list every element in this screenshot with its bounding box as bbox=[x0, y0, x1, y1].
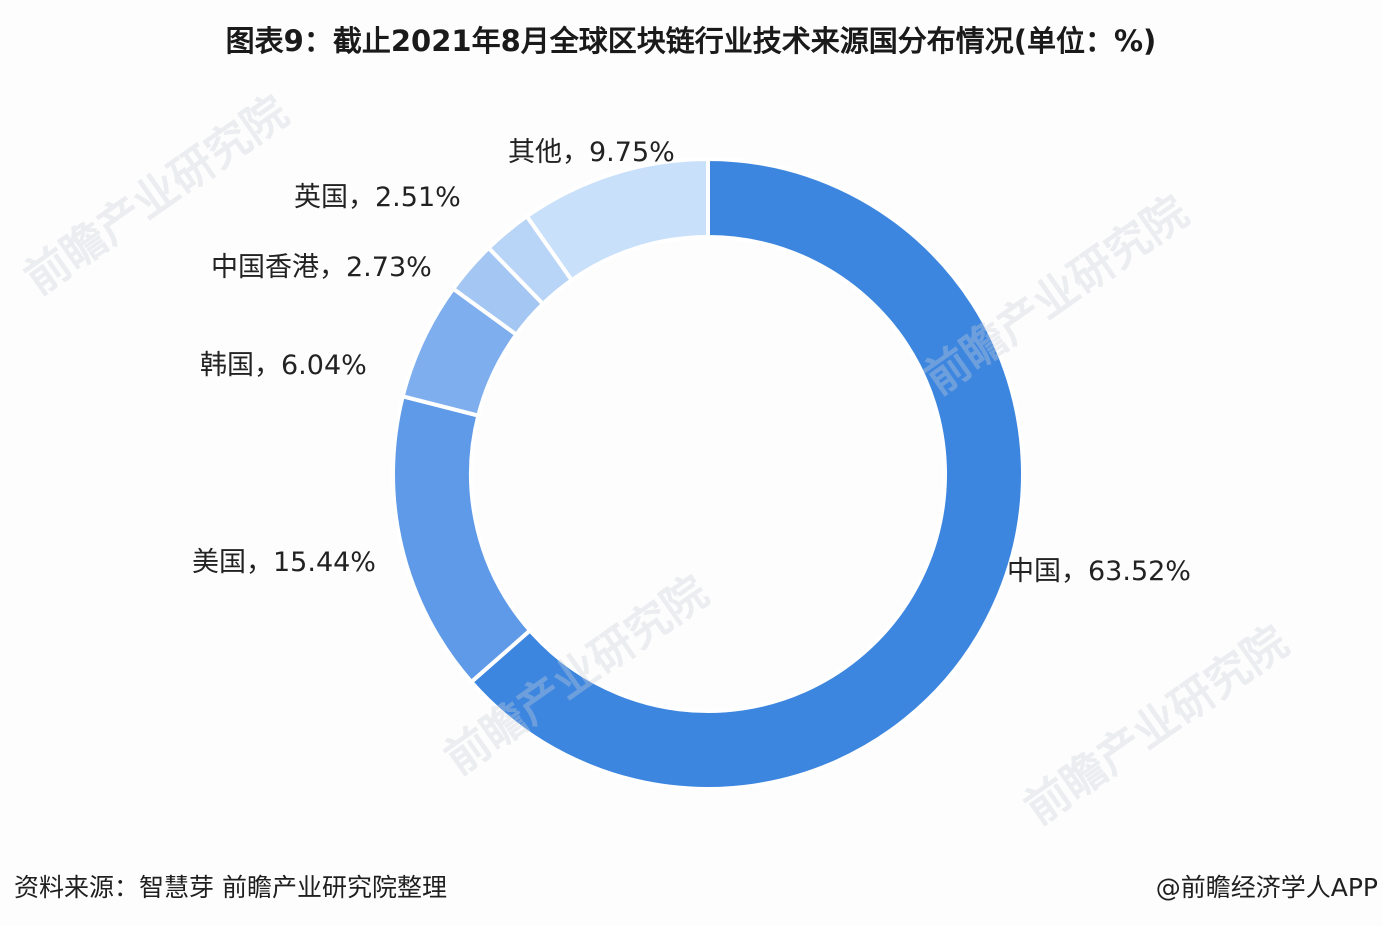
source-note: 资料来源：智慧芽 前瞻产业研究院整理 bbox=[14, 873, 447, 902]
label-hongkong: 中国香港，2.73% bbox=[211, 252, 432, 283]
donut-slice-5 bbox=[524, 156, 710, 283]
label-uk: 英国，2.51% bbox=[294, 182, 461, 213]
credit-note: @前瞻经济学人APP bbox=[1155, 873, 1378, 902]
label-china: 中国，63.52% bbox=[1007, 556, 1191, 587]
donut-slice-0 bbox=[468, 156, 1025, 791]
label-korea: 韩国，6.04% bbox=[200, 350, 367, 381]
label-other: 其他，9.75% bbox=[508, 137, 675, 168]
label-us: 美国，15.44% bbox=[192, 547, 376, 578]
donut-slice-1 bbox=[391, 393, 533, 685]
chart-title: 图表9：截止2021年8月全球区块链行业技术来源国分布情况(单位：%) bbox=[225, 24, 1157, 58]
